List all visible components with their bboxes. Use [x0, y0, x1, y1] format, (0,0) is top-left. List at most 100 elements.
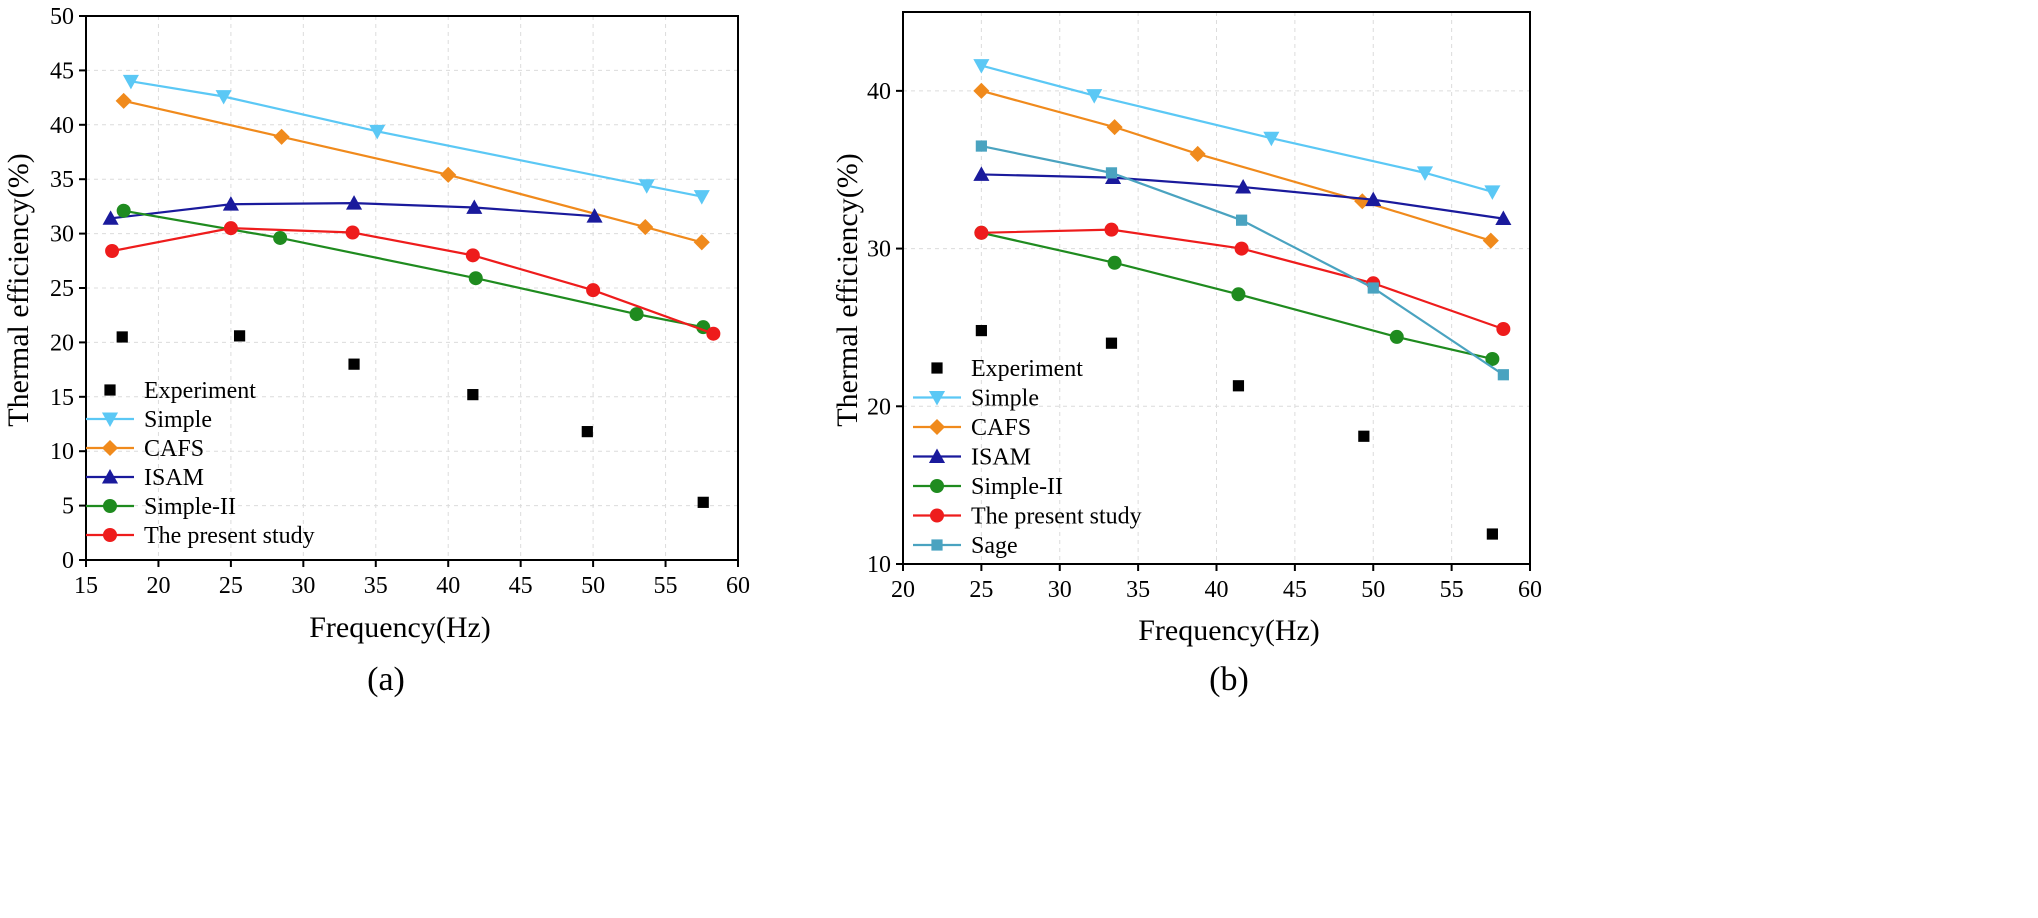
data-point [1484, 185, 1501, 200]
x-tick-label: 50 [1361, 577, 1385, 603]
data-point [1358, 430, 1370, 442]
x-tick-label: 60 [1518, 577, 1542, 603]
series-experiment [116, 330, 709, 508]
legend-item: The present study [86, 523, 315, 549]
data-point [1367, 282, 1379, 294]
legend-swatch-marker [930, 508, 944, 523]
data-point [1105, 337, 1118, 349]
legend-item: Sage [913, 533, 1018, 559]
data-point [975, 324, 987, 337]
y-tick-label: 0 [62, 548, 74, 574]
legend-label: Experiment [144, 378, 256, 404]
y-tick-label: 40 [50, 113, 74, 139]
x-tick-label: 20 [146, 573, 170, 599]
series-cafs [115, 92, 710, 251]
legend-swatch-marker [930, 479, 944, 493]
series-simple [973, 59, 1501, 200]
legend-item: Simple-II [86, 494, 236, 520]
data-point [1496, 322, 1511, 337]
data-point [693, 190, 710, 205]
data-point [466, 199, 483, 214]
chart-panel-a: 15 20 25 30 35 40 45 50 55 60 0 5 10 15 20 25 30 35 40 45 50… [2, 4, 750, 698]
data-point [638, 179, 655, 194]
legend-swatch-marker [928, 391, 946, 406]
data-point [1231, 287, 1246, 302]
data-point [115, 92, 132, 109]
series-simple [122, 74, 710, 205]
legend-swatch-marker [101, 468, 119, 484]
data-point [1106, 119, 1123, 136]
y-tick-label: 50 [50, 4, 74, 30]
y-tick-label: 10 [50, 439, 74, 465]
legend-label: CAFS [971, 415, 1031, 441]
series-sage [975, 140, 1509, 381]
y-axis-label: Thermal efficiency(%) [831, 153, 864, 426]
data-point [637, 219, 654, 236]
y-tick-label: 20 [867, 394, 891, 420]
x-tick-label: 40 [436, 573, 460, 599]
data-point [1482, 232, 1499, 249]
data-point [1263, 131, 1280, 147]
legend-item: The present study [913, 504, 1142, 530]
y-tick-label: 10 [867, 552, 891, 578]
legend-label: Sage [971, 533, 1018, 559]
x-tick-label: 35 [1126, 577, 1150, 603]
legend-label: The present study [971, 504, 1142, 530]
data-point [273, 128, 290, 145]
data-point [693, 234, 710, 251]
data-point [973, 166, 990, 181]
y-tick-label: 40 [867, 79, 891, 105]
y-tick-label: 30 [50, 222, 74, 248]
data-point [1416, 166, 1434, 181]
legend-label: Simple-II [971, 474, 1063, 500]
data-point [467, 389, 479, 401]
data-point [215, 90, 232, 105]
y-tick-label: 20 [50, 330, 74, 356]
legend-swatch-marker [931, 539, 943, 551]
x-tick-label: 45 [509, 573, 533, 599]
legend-item: CAFS [86, 436, 204, 462]
x-tick-label: 30 [1048, 577, 1072, 603]
data-point [1086, 89, 1103, 104]
data-point [973, 59, 990, 74]
legend: Experiment Simple CAFS ISAM Simple-II The pre… [86, 378, 315, 549]
data-point [1235, 179, 1252, 194]
legend-swatch-marker [103, 528, 117, 542]
x-tick-label: 35 [364, 573, 388, 599]
data-point [102, 210, 119, 225]
legend-swatch-marker [928, 418, 946, 436]
legend-item: ISAM [913, 445, 1031, 471]
x-axis-label: Frequency(Hz) [1138, 614, 1320, 647]
y-tick-label: 25 [50, 276, 74, 302]
legend-label: ISAM [971, 445, 1031, 471]
panel-label: (a) [367, 661, 405, 698]
legend-swatch-marker [931, 362, 943, 374]
data-point [586, 208, 603, 223]
data-point [629, 307, 644, 322]
data-point [1497, 369, 1509, 381]
data-point [1189, 145, 1206, 162]
legend-item: CAFS [913, 415, 1031, 441]
legend-label: CAFS [144, 436, 204, 462]
x-tick-label: 20 [891, 577, 915, 603]
chart-panel-b: 20 25 30 35 40 45 50 55 6010203040Frequency(Hz)T… [831, 11, 1542, 698]
data-point [1235, 214, 1248, 226]
legend-swatch-marker [101, 439, 119, 457]
series-line [981, 64, 1493, 193]
data-point [348, 358, 360, 370]
legend-item: ISAM [86, 465, 204, 491]
data-point [122, 74, 139, 90]
series-simple-ii [116, 203, 711, 335]
data-point [586, 283, 601, 298]
data-point [223, 221, 238, 236]
legend-label: The present study [144, 523, 315, 549]
legend-swatch-marker [103, 499, 117, 513]
series-line [123, 209, 704, 329]
data-point [1365, 191, 1382, 207]
legend-label: Simple-II [144, 494, 236, 520]
y-tick-label: 15 [50, 385, 74, 411]
x-tick-label: 55 [654, 573, 678, 599]
y-tick-label: 5 [62, 494, 74, 520]
legend-label: ISAM [144, 465, 204, 491]
